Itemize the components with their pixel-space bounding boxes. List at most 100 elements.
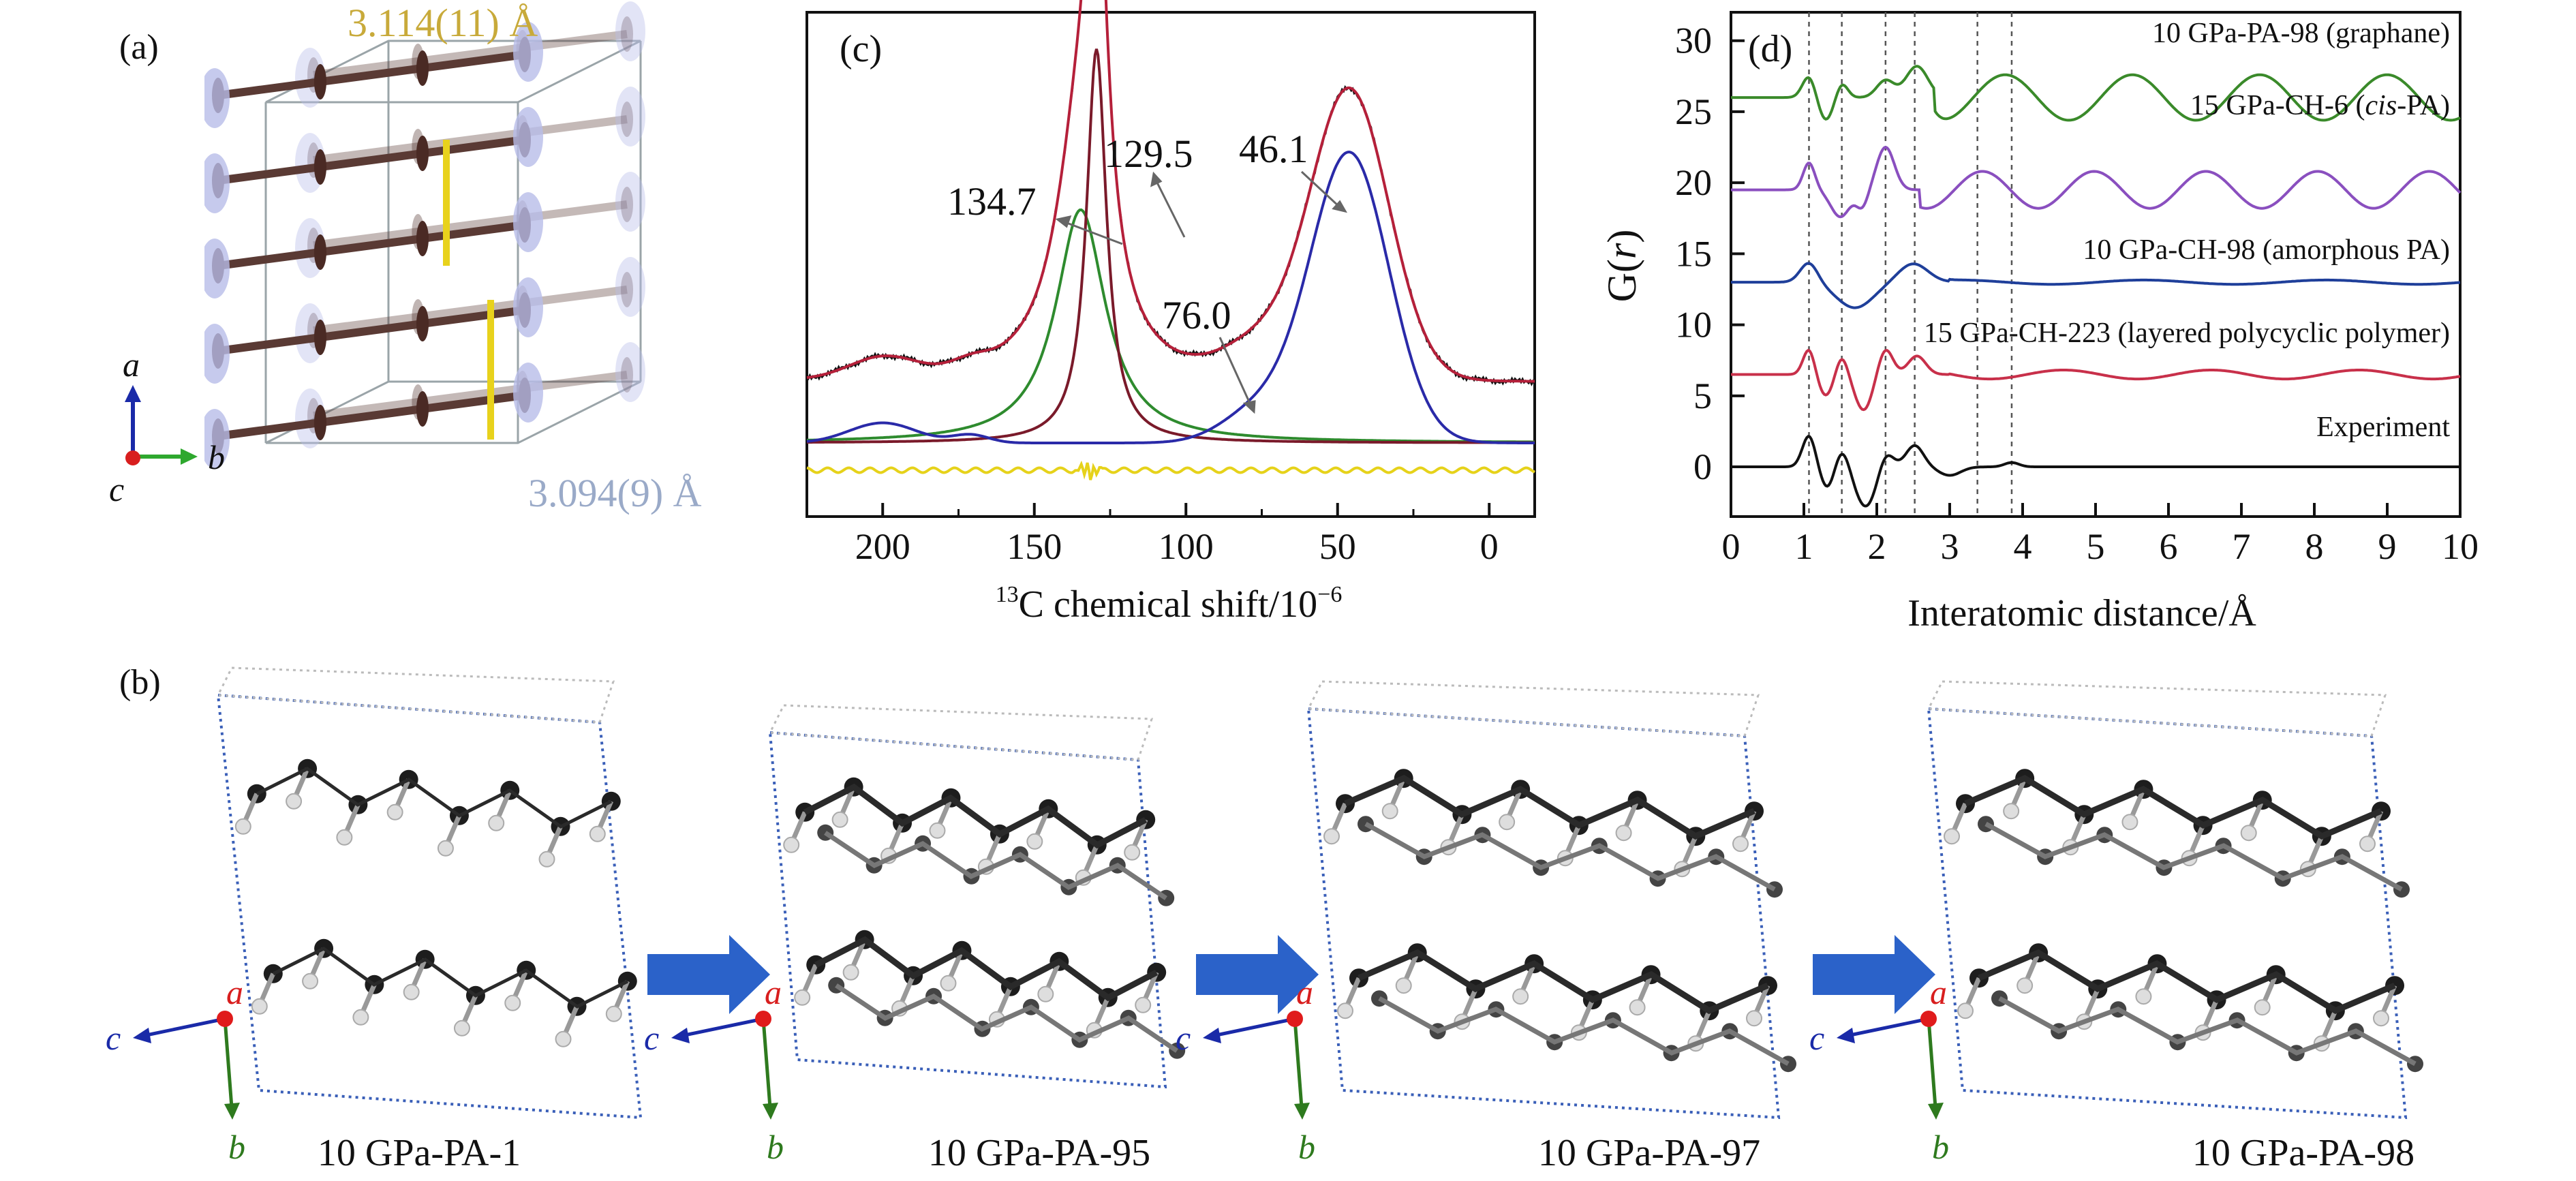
carbon-atom	[621, 357, 633, 393]
hydrogen-atom	[615, 342, 645, 402]
ch-bond	[1082, 844, 1099, 875]
structure-box	[1306, 680, 1796, 1120]
hydrogen-atom	[1135, 996, 1152, 1013]
ch-bond	[1519, 962, 1537, 994]
hydrogen-atom	[1124, 844, 1141, 861]
ch-bond	[2023, 951, 2041, 983]
hydrogen-atom	[513, 192, 543, 252]
ch-bond	[292, 767, 310, 799]
axis-a-dot	[755, 1011, 771, 1027]
axis-c-head	[671, 1028, 690, 1043]
panel-c-nmr-chart: (c) 200 150 100 50 0 134.7 129.5 46.1 76.0 1…	[806, 0, 1536, 626]
ch-bond	[613, 980, 630, 1011]
chain-bond	[313, 115, 628, 164]
chain-bond	[313, 371, 628, 420]
c-x-tick-label: 100	[1159, 526, 1214, 567]
carbon-atom	[416, 221, 429, 256]
d-y-tick-label: 0	[1693, 446, 1712, 487]
panel-c-label: (c)	[840, 28, 882, 70]
structure-caption-3: 10 GPa-PA-97	[1537, 1132, 1761, 1174]
ch-bond	[546, 825, 563, 857]
panel-a-label: (a)	[119, 28, 159, 67]
axis-c-head	[133, 1028, 151, 1043]
ch-bond	[850, 938, 867, 970]
distance-label-top: 3.114(11) Å	[348, 1, 538, 45]
panel-b-structures: a c b a c b a c b a c b	[106, 666, 2423, 1166]
carbon-atom	[416, 391, 429, 427]
hydrogen-atom	[842, 964, 859, 981]
c-component-curve	[806, 151, 1535, 444]
c-residual-curve	[806, 460, 1535, 480]
carbon-atom	[314, 64, 326, 99]
axis-triad: a c b	[1176, 973, 1315, 1166]
d-x-tick-label: 10	[2442, 526, 2479, 567]
d-y-tick-label: 30	[1675, 20, 1712, 61]
hydrogen-atom	[615, 172, 645, 232]
distance-label-bottom: 3.094(9) Å	[528, 471, 702, 515]
hydrogen-atom	[1512, 988, 1529, 1005]
chain-bond	[313, 286, 628, 335]
hydrogen-atom	[513, 22, 543, 82]
ch-bond	[1636, 973, 1653, 1004]
backbone-chain	[1984, 821, 2403, 892]
carbon-atom	[314, 149, 326, 185]
hydrogen-atom	[1957, 1002, 1974, 1019]
axis-c-label: c	[644, 1019, 659, 1057]
d-x-tick-label: 2	[1868, 526, 1886, 567]
ch-bond	[258, 972, 276, 1004]
axis-b-head	[1294, 1103, 1310, 1120]
axis-a-label: a	[1930, 973, 1947, 1011]
d-series-curve	[1731, 435, 2460, 508]
ch-bond	[1461, 987, 1478, 1019]
hydrogen-atom	[2003, 803, 2020, 820]
ch-bond	[1402, 951, 1420, 983]
ch-bond	[2129, 788, 2146, 819]
d-series-label-experiment: Experiment	[2316, 412, 2450, 443]
cell-boundary-top	[1306, 680, 1760, 737]
ch-bond	[2320, 1009, 2338, 1041]
c-x-tick-label: 200	[855, 526, 910, 567]
d-x-tick-label: 4	[2014, 526, 2032, 567]
c-component-curve	[807, 48, 1535, 444]
ch-bond	[461, 994, 478, 1026]
chain-bond	[313, 30, 628, 79]
hydrogen-atom	[929, 822, 946, 839]
axis-a-dot	[1287, 1011, 1303, 1027]
d-x-tick-label: 5	[2087, 526, 2105, 567]
ch-bond	[444, 814, 462, 846]
panel-b-label: (b)	[119, 663, 161, 702]
axis-c-label: c	[109, 470, 124, 504]
axis-b-arrow	[1927, 1018, 1937, 1108]
chain-bond	[217, 50, 525, 99]
hydrogen-atom	[794, 989, 811, 1006]
axis-b-arrow	[761, 1018, 772, 1108]
d-series-label-graphane: 10 GPa-PA-98 (graphane)	[2152, 18, 2450, 49]
chain-bond	[217, 136, 525, 185]
hydrogen-atom	[1944, 828, 1960, 845]
hydrogen-atom	[286, 793, 303, 810]
hydrogen-atom	[513, 107, 543, 167]
d-x-tick-label: 3	[1941, 526, 1959, 567]
ch-bond	[394, 778, 411, 810]
chain-bond	[217, 391, 525, 440]
hydrogen-atom	[1323, 828, 1340, 845]
ch-bond	[1141, 971, 1159, 1002]
hydrogen-atom	[234, 818, 251, 835]
ch-bond	[2083, 987, 2100, 1019]
hydrogen-atom	[204, 324, 230, 384]
transition-arrow	[1196, 935, 1319, 1014]
carbon-atom	[314, 320, 326, 355]
axis-b-label: b	[228, 1128, 245, 1166]
axis-a-label: a	[123, 348, 140, 384]
hydrogen-atom	[1746, 1010, 1762, 1027]
panel-a-axis-triad: a b c	[109, 348, 225, 504]
d-y-tick-label: 5	[1693, 375, 1712, 416]
backbone-chain	[256, 767, 613, 829]
axis-b-head	[224, 1103, 240, 1120]
ch-bond	[1623, 799, 1640, 830]
d-y-tick-label: 10	[1675, 305, 1712, 346]
axis-b-label: b	[1932, 1128, 1949, 1166]
cell-boundary-top	[1927, 680, 2387, 737]
backbone-chain	[835, 983, 1178, 1053]
axis-a-label: a	[1296, 973, 1313, 1011]
